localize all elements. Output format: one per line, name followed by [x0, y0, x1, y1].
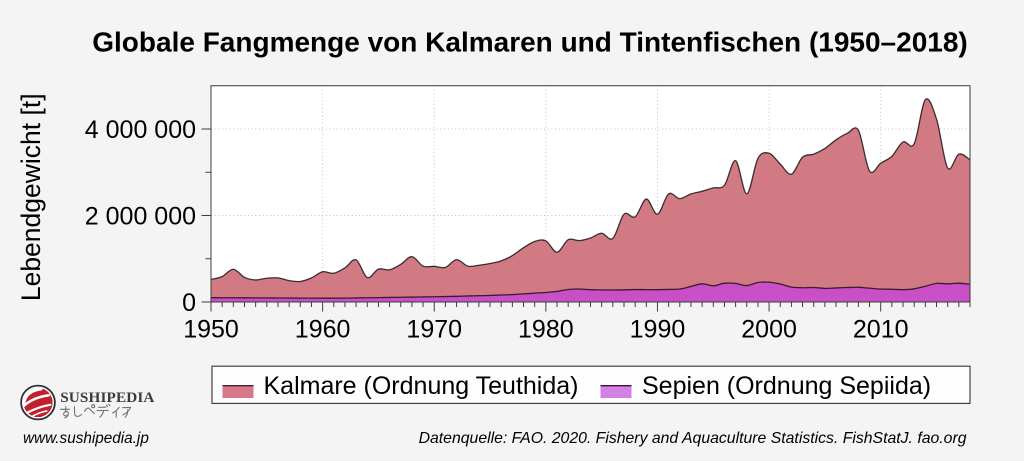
svg-text:SUSHIPEDIA: SUSHIPEDIA — [60, 389, 154, 406]
svg-text:2010: 2010 — [853, 316, 909, 344]
svg-text:4 000 000: 4 000 000 — [85, 116, 196, 144]
svg-text:2 000 000: 2 000 000 — [85, 203, 196, 231]
svg-text:2000: 2000 — [741, 316, 797, 344]
svg-text:Sepien (Ordnung Sepiida): Sepien (Ordnung Sepiida) — [642, 372, 931, 400]
svg-text:0: 0 — [182, 289, 196, 317]
svg-text:1990: 1990 — [630, 316, 686, 344]
svg-text:Datenquelle: FAO. 2020. Fisher: Datenquelle: FAO. 2020. Fishery and Aqua… — [419, 430, 967, 447]
svg-text:1970: 1970 — [406, 316, 462, 344]
svg-text:Kalmare (Ordnung Teuthida): Kalmare (Ordnung Teuthida) — [264, 372, 579, 400]
svg-text:1980: 1980 — [518, 316, 574, 344]
svg-text:Lebendgewicht [t]: Lebendgewicht [t] — [16, 93, 46, 301]
svg-text:www.sushipedia.jp: www.sushipedia.jp — [23, 430, 149, 447]
svg-text:1960: 1960 — [295, 316, 351, 344]
svg-text:1950: 1950 — [183, 316, 239, 344]
svg-text:Globale Fangmenge von Kalmaren: Globale Fangmenge von Kalmaren und Tinte… — [92, 27, 968, 58]
